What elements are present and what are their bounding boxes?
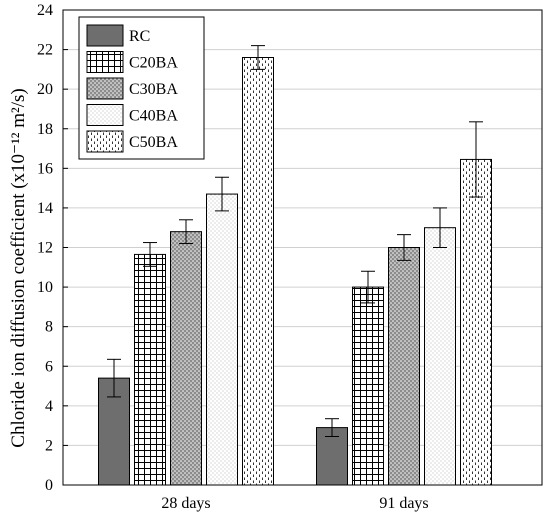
- y-tick-label: 20: [37, 81, 53, 98]
- bars: [98, 45, 492, 486]
- bar-RC-91-days: [316, 427, 348, 486]
- legend-label-C20BA: C20BA: [129, 55, 178, 72]
- axes: [62, 9, 543, 486]
- y-tick-label: 8: [45, 319, 53, 336]
- bar-C30BA-91-days: [388, 247, 420, 486]
- bar-C50BA-91-days: [460, 158, 492, 486]
- legend-label-C50BA: C50BA: [129, 134, 178, 151]
- bar-C50BA-28-days: [242, 57, 274, 486]
- legend-label-C30BA: C30BA: [129, 81, 178, 98]
- legend: RC C20BA C30BA C40BA C50BA: [78, 16, 205, 160]
- x-tick-label: 91 days: [379, 495, 428, 512]
- y-tick-label: 10: [37, 279, 53, 296]
- legend-label-C40BA: C40BA: [129, 108, 178, 125]
- y-tick-label: 24: [37, 2, 53, 19]
- bar-C20BA-28-days: [134, 253, 166, 486]
- y-tick-label: 18: [37, 121, 53, 138]
- bar-C40BA-28-days: [206, 193, 238, 486]
- legend-swatch-RC: [86, 24, 124, 47]
- y-tick-label: 14: [37, 200, 53, 217]
- legend-swatch-C30BA: [86, 77, 124, 100]
- legend-label-RC: RC: [129, 28, 150, 45]
- y-tick-label: 2: [45, 437, 53, 454]
- legend-swatch-C20BA: [86, 51, 124, 73]
- y-tick-label: 6: [45, 358, 53, 375]
- y-axis-label: Chloride ion diffusion coefficient (x10⁻…: [8, 88, 29, 447]
- bar-C20BA-91-days: [352, 286, 384, 486]
- y-tick-label: 0: [45, 477, 53, 494]
- y-tick-label: 12: [37, 240, 53, 257]
- y-tick-label: 4: [45, 398, 53, 415]
- bar-C30BA-28-days: [170, 231, 202, 486]
- bar-C40BA-91-days: [424, 227, 456, 486]
- y-tick-label: 16: [37, 160, 53, 177]
- y-tick-label: 22: [37, 42, 53, 59]
- x-tick-label: 28 days: [161, 495, 210, 512]
- legend-swatch-C50BA: [86, 130, 124, 153]
- legend-swatch-C40BA: [86, 104, 124, 126]
